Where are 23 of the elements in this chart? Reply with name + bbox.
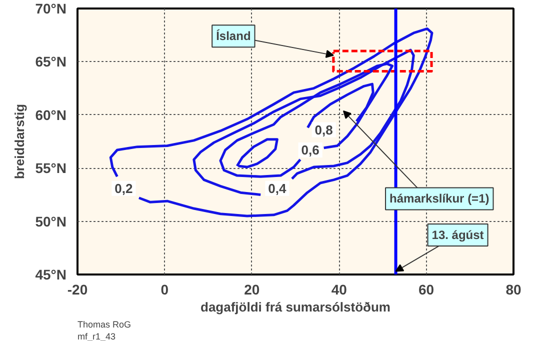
y-tick-label: 70°N <box>35 0 66 16</box>
y-tick-label: 45°N <box>35 266 66 282</box>
annotation: 0,2 <box>114 180 133 196</box>
y-tick-label: 50°N <box>35 213 66 230</box>
x-axis-title: dagafjöldi frá sumarsólstöðum <box>200 300 390 314</box>
y-axis-title: breiddarstig <box>12 104 28 180</box>
y-tick-label: 55°N <box>35 160 66 176</box>
text: Thomas RoG <box>78 320 132 330</box>
x-tick-label: 80 <box>506 282 522 298</box>
text: mf_r1_43 <box>78 332 116 341</box>
x-tick-label: -20 <box>67 282 88 298</box>
y-tick-label: 65°N <box>35 54 66 70</box>
annotation: Ísland <box>216 29 251 44</box>
x-tick-label: 40 <box>331 282 348 298</box>
annotation: hámarkslíkur (=1) <box>390 192 490 206</box>
x-tick-label: 20 <box>244 282 260 298</box>
x-tick-label: 60 <box>418 282 434 298</box>
annotation: 0,6 <box>301 142 320 158</box>
annotation: 0,8 <box>314 122 333 138</box>
y-tick-label: 60°N <box>35 106 66 123</box>
x-tick-label: 0 <box>160 282 169 298</box>
ref-line-label: 13. ágúst <box>432 228 484 242</box>
annotation: 0,4 <box>268 180 287 196</box>
